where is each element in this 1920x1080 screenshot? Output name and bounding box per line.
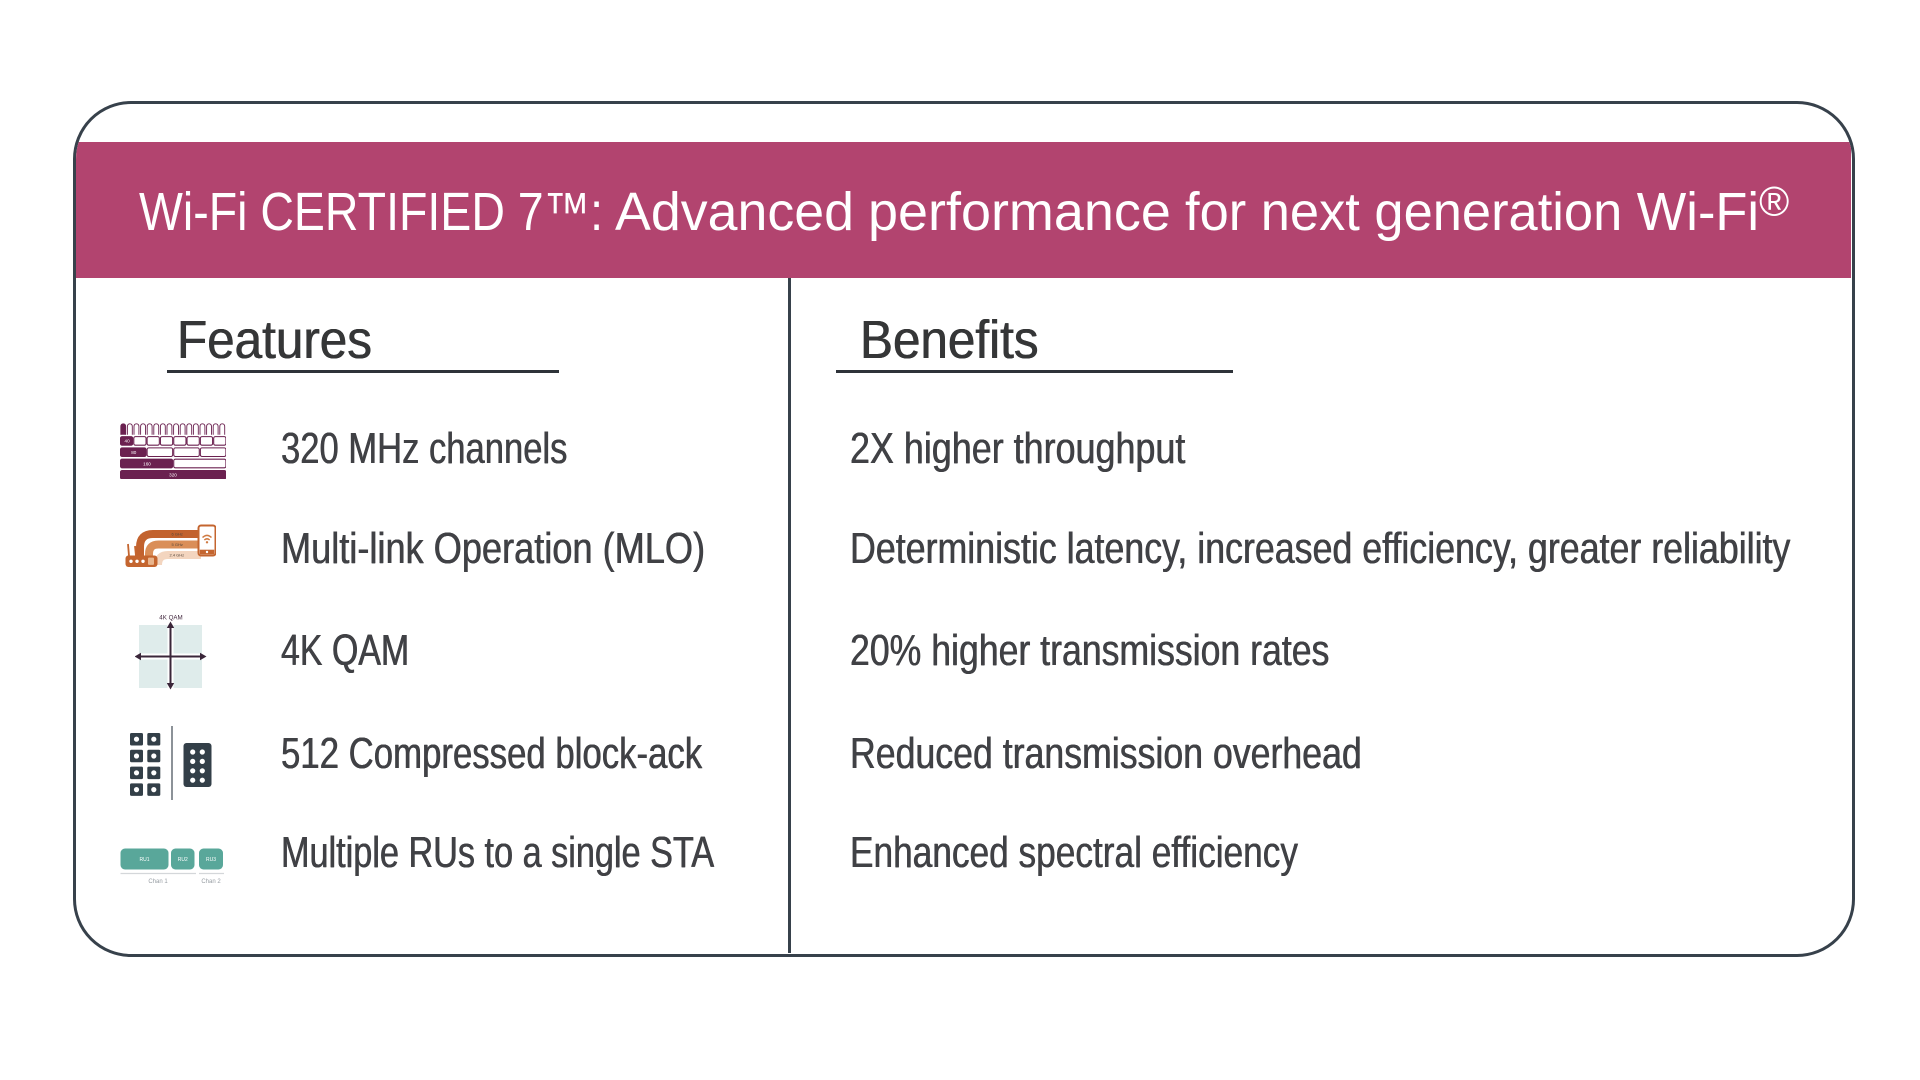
svg-text:RU3: RU3 [206, 857, 216, 863]
svg-text:RU1: RU1 [139, 857, 149, 863]
svg-text:Chan 2: Chan 2 [201, 879, 221, 885]
svg-text:4K QAM: 4K QAM [159, 615, 182, 622]
svg-text:RU2: RU2 [178, 857, 188, 863]
svg-text:320: 320 [169, 473, 177, 478]
svg-text:Chan 1: Chan 1 [148, 879, 168, 885]
svg-text:6 GHz: 6 GHz [172, 532, 183, 537]
svg-text:160: 160 [143, 461, 151, 466]
svg-text:2.4 GHz: 2.4 GHz [170, 553, 185, 558]
svg-text:5 GHz: 5 GHz [172, 542, 183, 547]
svg-text:40: 40 [125, 439, 131, 444]
svg-text:80: 80 [131, 450, 137, 455]
